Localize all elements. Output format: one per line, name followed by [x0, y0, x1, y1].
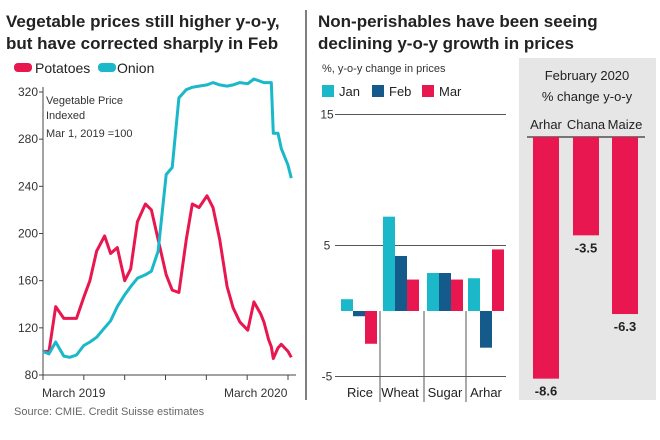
y-tick-label: 15 [320, 108, 334, 122]
bar-chart-ylabel: %, y-o-y change in prices [322, 63, 446, 75]
data-label: -8.6 [535, 384, 557, 399]
y-tick-label: 320 [18, 85, 38, 99]
source-note: Source: CMIE. Credit Suisse estimates [14, 406, 205, 418]
bar-wheat-mar [407, 279, 419, 311]
annotation-1: Vegetable Price [46, 95, 123, 107]
category-label: Arhar [530, 117, 562, 132]
category-label: Arhar [470, 385, 502, 400]
bar-sugar-mar [451, 279, 463, 311]
y-tick-label: 240 [18, 179, 38, 193]
legend-swatch-mar [422, 85, 434, 97]
line-chart-title-1: Vegetable prices still higher y-o-y, [6, 12, 280, 31]
category-label: Rice [347, 385, 373, 400]
y-tick-label: -5 [322, 370, 333, 384]
bar-rice-mar [365, 311, 377, 344]
y-tick-label: 160 [18, 274, 38, 288]
y-tick-label: 280 [18, 132, 38, 146]
series-line-onion [42, 77, 293, 359]
feb-panel-title-2: % change y-o-y [542, 89, 633, 104]
category-label: Chana [567, 117, 606, 132]
bar-wheat-feb [395, 255, 407, 311]
annotation-3: Mar 1, 2019 =100 [46, 128, 133, 140]
bar-arhar-mar [492, 249, 504, 311]
x-tick-label-start: March 2019 [42, 386, 106, 400]
bar-maize [612, 137, 638, 315]
category-label: Maize [608, 117, 643, 132]
category-label: Sugar [428, 385, 463, 400]
legend-label-potatoes: Potatoes [35, 60, 90, 76]
bar-chart-title-2: declining y-o-y growth in prices [318, 34, 574, 53]
legend-label-jan: Jan [339, 84, 360, 99]
data-label: -3.5 [575, 240, 597, 255]
legend-swatch-jan [322, 85, 334, 97]
bar-sugar-feb [439, 273, 451, 311]
bar-arhar-feb [480, 311, 492, 348]
legend-swatch-feb [372, 85, 384, 97]
y-tick-label: 80 [25, 368, 39, 382]
bar-sugar-jan [427, 273, 439, 311]
x-tick-label-end: March 2020 [224, 386, 288, 400]
data-label: -6.3 [614, 319, 636, 334]
annotation-2: Indexed [46, 110, 85, 122]
bar-arhar [533, 137, 559, 379]
feb-panel-title-1: February 2020 [545, 68, 630, 83]
y-tick-label: 200 [18, 227, 38, 241]
legend-label-mar: Mar [439, 84, 462, 99]
legend-swatch-potatoes [14, 63, 32, 72]
legend-swatch-onion [98, 63, 116, 72]
category-label: Wheat [381, 385, 419, 400]
legend-label-onion: Onion [117, 60, 154, 76]
bar-rice-jan [341, 299, 353, 311]
bar-chana [573, 137, 599, 236]
line-chart-title-2: but have corrected sharply in Feb [6, 34, 278, 53]
bar-wheat-jan [383, 216, 395, 311]
bar-chart-title-1: Non-perishables have been seeing [318, 12, 598, 31]
bar-rice-feb [353, 311, 365, 317]
series-line-potatoes [43, 194, 293, 360]
y-tick-label: 120 [18, 321, 38, 335]
legend-label-feb: Feb [389, 84, 411, 99]
bar-arhar-jan [468, 278, 480, 311]
y-tick-label: 5 [324, 239, 331, 253]
